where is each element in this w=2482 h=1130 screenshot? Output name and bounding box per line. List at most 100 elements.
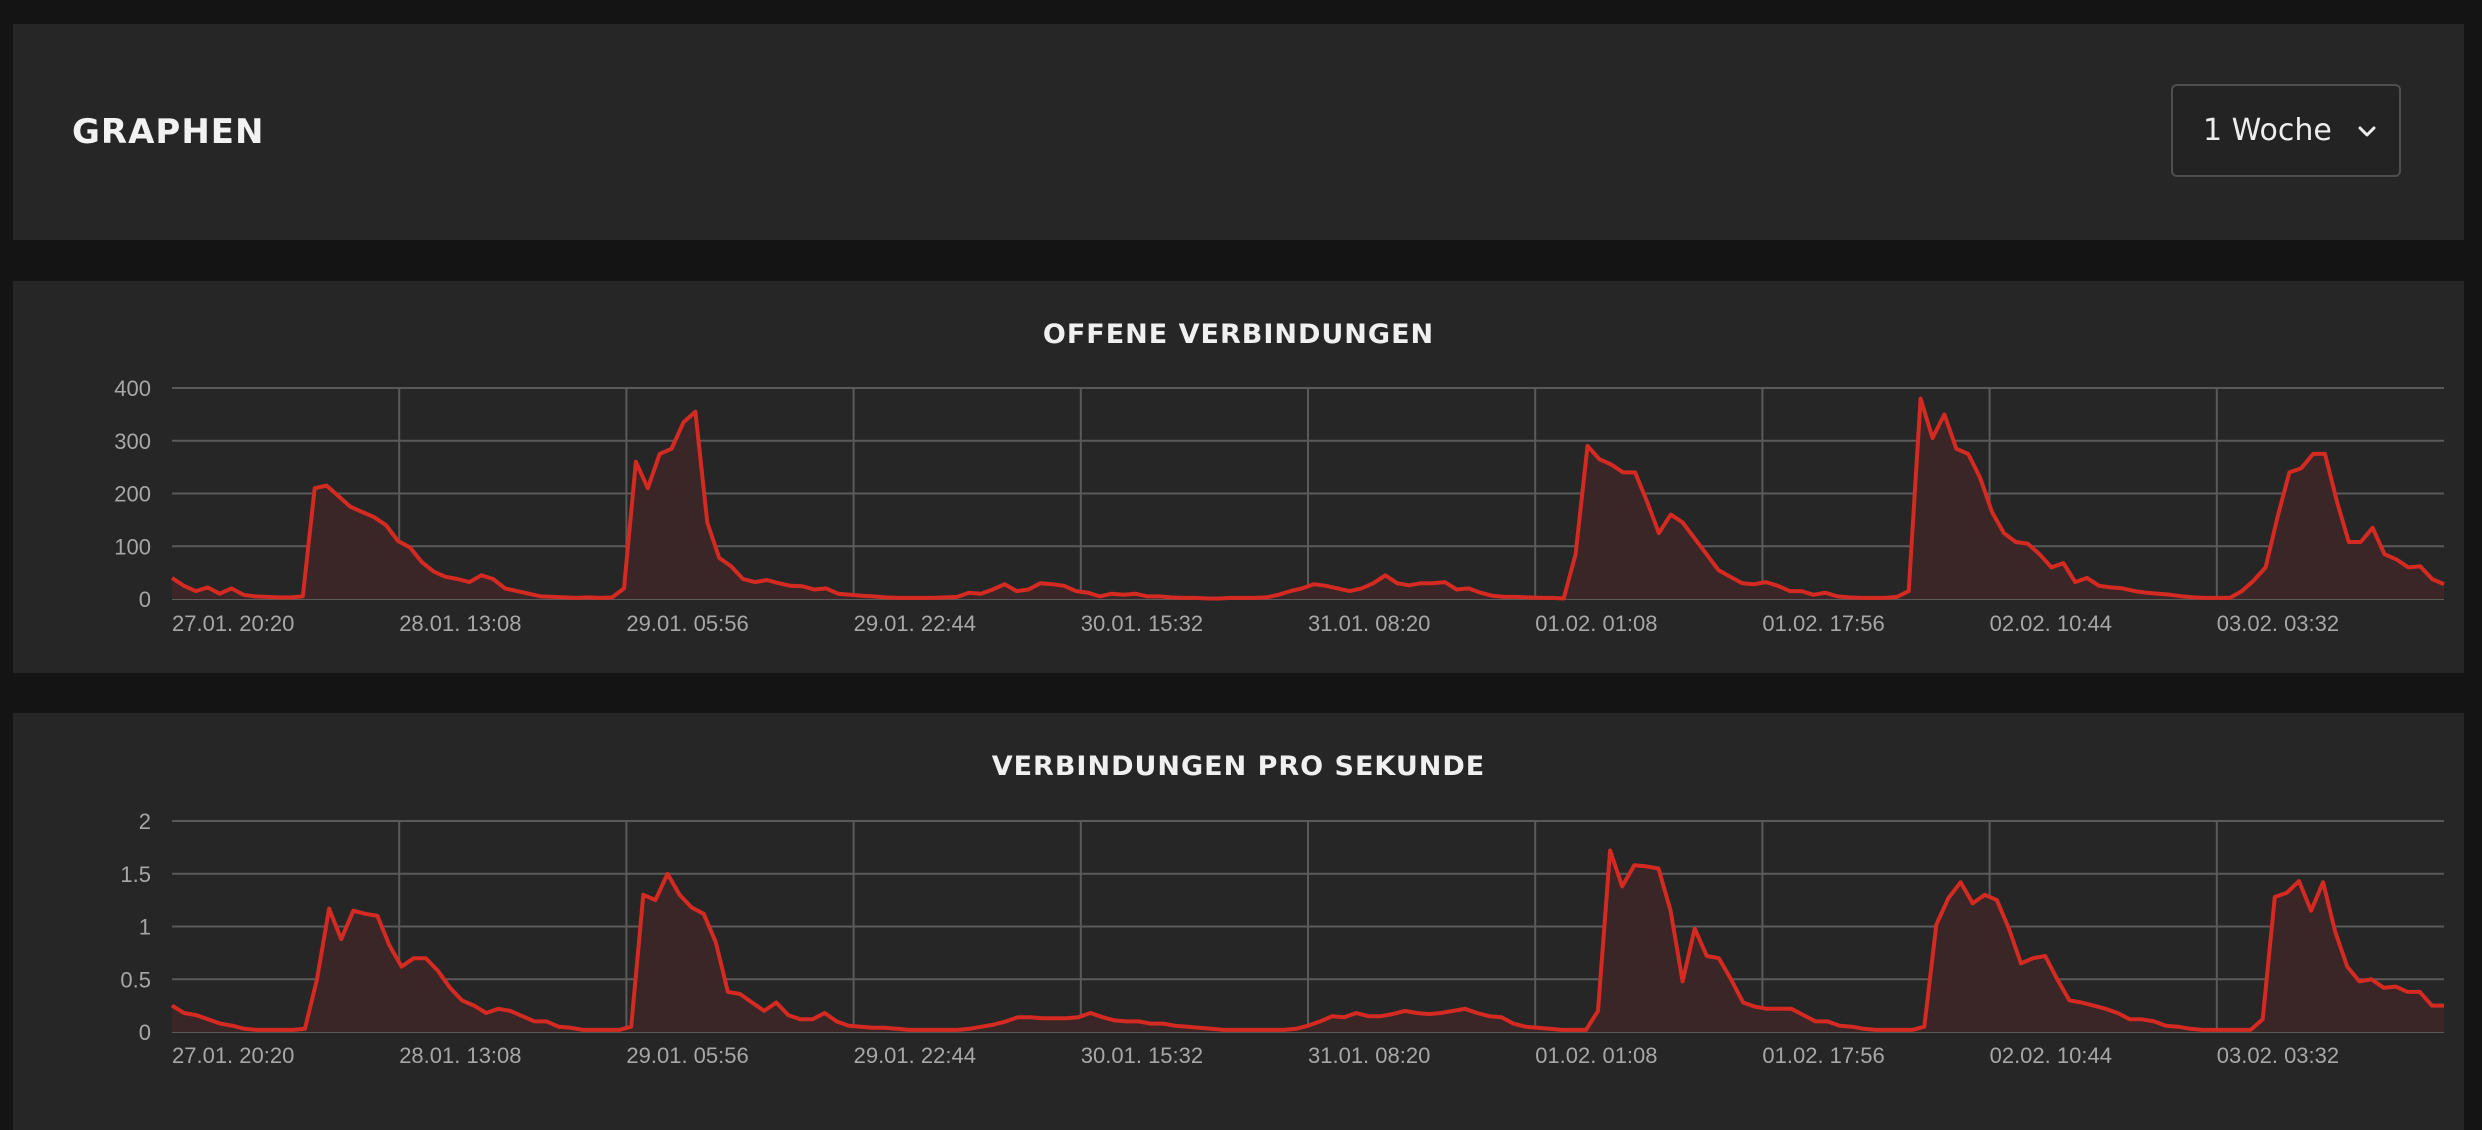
time-range-value: 1 Woche [2203,113,2332,148]
data-point [360,510,364,514]
data-point [1669,513,1673,517]
data-point [396,539,400,543]
data-point [545,1019,549,1023]
data-point [1241,596,1245,600]
data-point [1633,470,1637,474]
data-point [291,1028,295,1032]
data-point [182,1011,186,1015]
data-point [1862,1027,1866,1031]
data-point [1942,412,1946,416]
data-point [1149,1022,1153,1026]
data-point [1098,594,1102,598]
data-point [2043,954,2047,958]
data-point [436,969,440,973]
data-point [605,1028,609,1032]
data-point [931,596,935,600]
data-point [598,596,602,600]
data-point [729,564,733,568]
data-point [1137,1019,1141,1023]
data-point [327,907,331,911]
data-point [1826,1019,1830,1023]
data-point [750,1001,754,1005]
data-point [315,977,319,981]
data-point [2007,927,2011,931]
data-point [1728,575,1732,579]
data-point [811,1017,815,1021]
data-point [194,1013,198,1017]
data-point [2085,576,2089,580]
data-point [1016,1015,1020,1019]
data-point [460,998,464,1002]
data-point [1193,596,1197,600]
data-point [1526,595,1530,599]
data-point [1620,884,1624,888]
x-tick-label: 02.02. 10:44 [1990,1043,2112,1068]
y-tick-label: 400 [114,376,151,401]
data-point [1173,1024,1177,1028]
data-point [1221,1028,1225,1032]
data-point [1300,586,1304,590]
data-point [1427,1012,1431,1016]
data-point [420,560,424,564]
data-point [2309,909,2313,913]
data-point [666,872,670,876]
data-point [243,1027,247,1031]
data-point [1995,898,1999,902]
x-tick-label: 03.02. 03:32 [2217,1043,2339,1068]
data-point [2067,998,2071,1002]
data-point [569,1026,573,1030]
data-point [456,577,460,581]
data-point [1306,1024,1310,1028]
data-point [883,1026,887,1030]
data-point [848,593,852,597]
data-point [1657,531,1661,535]
data-point [303,1027,307,1031]
data-point [1584,1028,1588,1032]
data-point [2382,986,2386,990]
data-point [2204,596,2208,600]
data-point [2240,589,2244,593]
data-point [375,914,379,918]
data-point [678,893,682,897]
y-tick-label: 1 [139,915,151,940]
data-point [206,1017,210,1021]
x-tick-label: 29.01. 22:44 [854,611,976,636]
x-tick-label: 01.02. 17:56 [1762,611,1884,636]
data-point [908,596,912,600]
data-point [1383,573,1387,577]
data-point [593,1028,597,1032]
data-point [467,580,471,584]
data-point [1004,1019,1008,1023]
data-point [992,1023,996,1027]
data-point [1895,595,1899,599]
data-point [472,1004,476,1008]
data-point [2050,565,2054,569]
data-point [943,1028,947,1032]
data-point [1947,896,1951,900]
data-point [1536,1026,1540,1030]
time-range-select[interactable]: 1 Woche [2171,84,2401,177]
data-point [1740,581,1744,585]
data-point [1898,1028,1902,1032]
data-point [1234,1028,1238,1032]
data-point [860,594,864,598]
data-point [741,577,745,581]
data-point [1074,589,1078,593]
y-tick-label: 1.5 [120,862,151,887]
data-point [1502,595,1506,599]
data-point [1089,1011,1093,1015]
y-tick-label: 0 [139,587,151,612]
data-point [693,410,697,414]
x-tick-label: 30.01. 15:32 [1081,611,1203,636]
data-point [1753,1005,1757,1009]
data-point [2212,1028,2216,1032]
data-point [919,1028,923,1032]
data-point [1871,596,1875,600]
data-point [1366,1014,1370,1018]
data-point [1197,1026,1201,1030]
data-point [1729,977,1733,981]
data-point [2394,557,2398,561]
x-tick-label: 31.01. 08:20 [1308,1043,1430,1068]
data-point [1101,1015,1105,1019]
series-area-fill [172,398,2444,599]
